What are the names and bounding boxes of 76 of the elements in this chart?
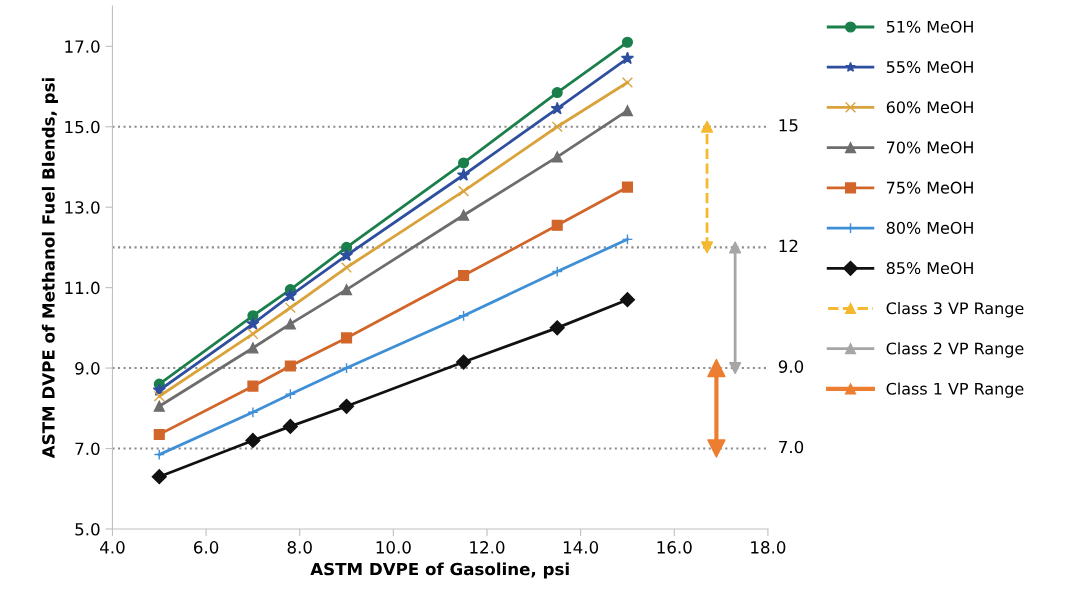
y-tick-label: 15.0	[65, 120, 100, 134]
y-tick-label: 13.0	[65, 201, 100, 214]
point	[550, 101, 564, 115]
legend-label: Class 1 VP Range	[886, 382, 1024, 398]
point	[619, 292, 636, 308]
point	[549, 320, 565, 336]
point	[458, 185, 470, 197]
y-axis-title: ASTM DVPE of Methanol Fuel Blends, psi	[41, 78, 58, 459]
point	[621, 36, 634, 48]
point	[620, 51, 635, 65]
y-tick-label: 7.0	[75, 442, 100, 456]
point	[340, 332, 353, 344]
point	[458, 209, 470, 221]
point	[153, 390, 165, 402]
ref-line-label: 15	[779, 119, 798, 132]
x-tick-label: 8.0	[287, 541, 312, 554]
ref-line-label: 9.0	[778, 360, 804, 373]
point	[340, 261, 353, 274]
point	[151, 469, 167, 485]
y-tick-label: 5.0	[75, 522, 100, 536]
x-axis-title: ASTM DVPE of Gasoline, psi	[310, 562, 569, 579]
x-tick-label: 4.0	[100, 541, 125, 554]
point	[247, 406, 259, 418]
point	[456, 354, 472, 370]
legend-label: 75% MeOH	[886, 181, 973, 194]
point	[551, 121, 563, 133]
x-tick-label: 14.0	[563, 541, 599, 554]
legend-label: 55% MeOH	[886, 60, 973, 74]
point	[246, 316, 260, 330]
point	[245, 432, 261, 449]
point	[456, 168, 471, 181]
point	[551, 265, 563, 278]
legend-label: 80% MeOH	[886, 221, 973, 234]
point	[153, 400, 165, 412]
y-tick-label: 17.0	[65, 40, 100, 53]
point	[153, 428, 165, 440]
point	[284, 318, 296, 330]
point	[153, 448, 165, 461]
point	[621, 181, 634, 193]
x-tick-label: 6.0	[194, 541, 219, 554]
point	[621, 76, 634, 89]
point	[551, 151, 563, 163]
legend-label: 70% MeOH	[886, 141, 973, 154]
point	[338, 398, 355, 414]
point	[458, 157, 470, 169]
point	[458, 270, 470, 282]
x-tick-label: 10.0	[376, 541, 411, 554]
ref-line-label: 12	[779, 239, 798, 253]
point	[551, 219, 563, 231]
point	[339, 248, 354, 262]
ref-line-label: 7.0	[779, 440, 804, 454]
legend-label: 85% MeOH	[886, 262, 973, 275]
legend-label: 60% MeOH	[886, 101, 973, 114]
legend-label: Class 2 VP Range	[886, 342, 1024, 358]
point	[247, 380, 259, 392]
point	[621, 105, 634, 117]
point	[551, 87, 563, 99]
y-tick-label: 9.0	[75, 362, 100, 375]
point	[284, 302, 296, 314]
legend-label: Class 3 VP Range	[886, 301, 1024, 318]
y-tick-label: 11.0	[65, 281, 100, 295]
point	[247, 328, 259, 340]
point	[621, 233, 634, 245]
x-tick-label: 16.0	[657, 541, 692, 554]
point	[340, 284, 353, 296]
x-tick-label: 18.0	[751, 541, 786, 554]
point	[340, 241, 353, 253]
point	[340, 362, 353, 374]
point	[458, 310, 470, 322]
point	[284, 388, 296, 400]
x-tick-label: 12.0	[470, 541, 505, 554]
legend-label: 51% MeOH	[886, 20, 973, 33]
point	[284, 360, 296, 372]
point	[283, 288, 298, 302]
point	[247, 342, 259, 354]
point	[282, 418, 298, 434]
